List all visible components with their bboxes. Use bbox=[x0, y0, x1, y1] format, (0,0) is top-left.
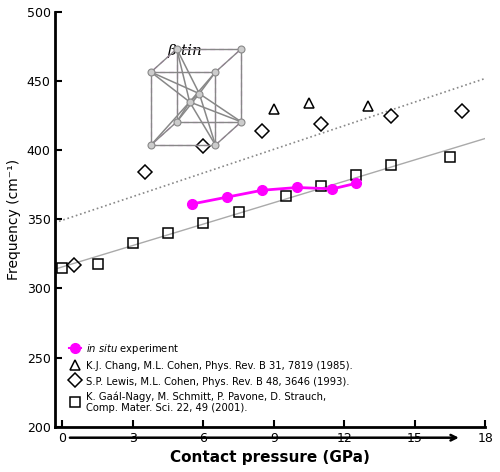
Y-axis label: Frequency (cm⁻¹): Frequency (cm⁻¹) bbox=[7, 159, 21, 280]
Legend: $\mathit{in\ situ}$ experiment, K.J. Chang, M.L. Cohen, Phys. Rev. B 31, 7819 (1: $\mathit{in\ situ}$ experiment, K.J. Cha… bbox=[64, 338, 356, 418]
X-axis label: Contact pressure (GPa): Contact pressure (GPa) bbox=[170, 450, 370, 465]
Text: β-tin: β-tin bbox=[167, 44, 202, 59]
